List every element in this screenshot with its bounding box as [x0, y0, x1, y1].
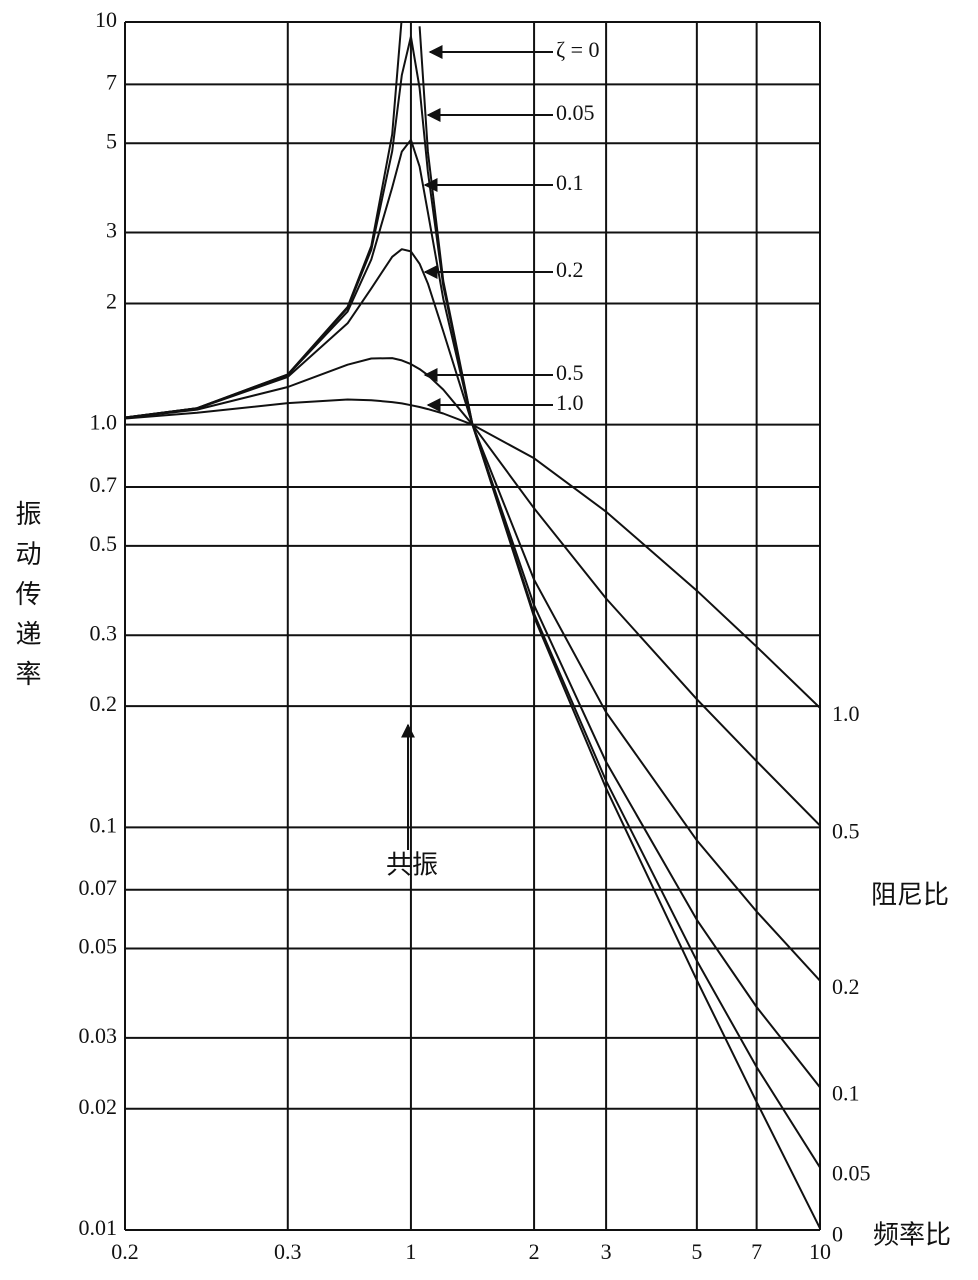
series-line: [125, 22, 820, 1229]
x-tick-label: 0.3: [274, 1239, 302, 1264]
series-label: 0.05: [832, 1160, 871, 1185]
plot-area: [125, 22, 820, 1229]
y-tick-label: 0.05: [79, 934, 118, 959]
series-line: [125, 357, 820, 827]
y-tick-label: 0.07: [79, 875, 118, 900]
x-tick-label: 7: [751, 1239, 762, 1264]
y-tick-label: 10: [95, 7, 117, 32]
callout-label: 1.0: [556, 390, 584, 415]
series-line: [125, 138, 820, 1089]
y-tick-label: 0.7: [90, 472, 118, 497]
callout-label: 0.1: [556, 170, 584, 195]
legend-title: 阻尼比: [871, 881, 949, 911]
x-tick-label: 2: [529, 1239, 540, 1264]
series-line: [125, 35, 820, 1169]
x-tick-label: 1: [405, 1239, 416, 1264]
y-tick-label: 7: [106, 69, 117, 94]
y-tick-label: 3: [106, 218, 117, 243]
y-tick-label: 0.1: [90, 812, 118, 837]
y-tick-label: 0.02: [79, 1094, 118, 1119]
y-tick-label: 0.01: [79, 1215, 118, 1240]
series-label: 0.1: [832, 1080, 860, 1105]
series-line: [125, 398, 820, 709]
x-tick-label: 5: [691, 1239, 702, 1264]
x-tick-label: 3: [601, 1239, 612, 1264]
annotation: 共振: [386, 851, 438, 881]
y-tick-label: 5: [106, 128, 117, 153]
x-tick-label: 0.2: [111, 1239, 139, 1264]
callout-label: 0.05: [556, 100, 595, 125]
y-tick-label: 1.0: [90, 410, 118, 435]
x-tick-label: 10: [809, 1239, 831, 1264]
series-label: 0: [832, 1221, 843, 1246]
series-label: 0.2: [832, 974, 860, 999]
y-tick-label: 2: [106, 288, 117, 313]
y-tick-label: 0.5: [90, 531, 118, 556]
x-axis-label: 频率比: [873, 1221, 951, 1251]
y-axis-label: 振动传递率: [11, 500, 41, 700]
y-tick-label: 0.2: [90, 691, 118, 716]
callout-label: 0.5: [556, 360, 584, 385]
y-tick-label: 0.3: [90, 620, 118, 645]
callout-label: ζ = 0: [556, 37, 600, 62]
series-label: 0.5: [832, 819, 860, 844]
series-label: 1.0: [832, 701, 860, 726]
series-line: [125, 248, 820, 982]
callout-label: 0.2: [556, 257, 584, 282]
y-tick-label: 0.03: [79, 1023, 118, 1048]
